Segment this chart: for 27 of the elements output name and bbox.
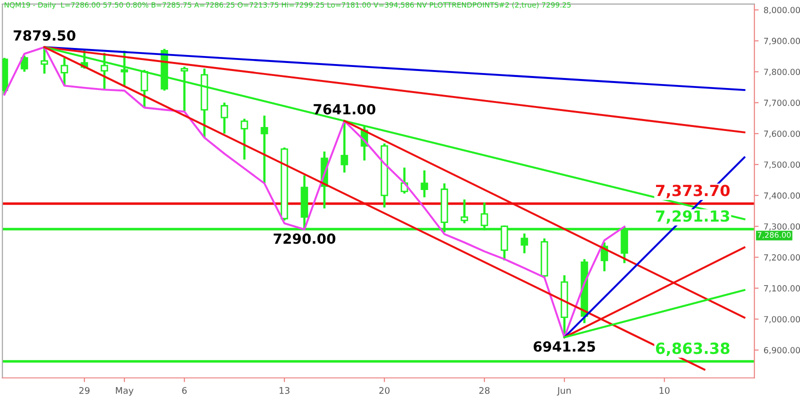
annotation: 6941.25 — [534, 341, 596, 352]
ref-line-label: 6,863.38 — [656, 342, 730, 356]
y-tick-label: 7,400.00 — [764, 192, 800, 200]
y-tick-label: 6,900.00 — [764, 347, 800, 354]
y-tick-label: 7,900.00 — [764, 38, 800, 45]
x-tick-label: 29 — [79, 387, 90, 394]
ref-line-label: 7,373.70 — [656, 184, 730, 198]
annotation: 7290.00 — [274, 233, 336, 244]
x-tick-label: 20 — [379, 387, 390, 394]
y-tick-label: 7,300.00 — [764, 223, 800, 230]
y-tick-label: 7,500.00 — [764, 161, 800, 169]
x-tick-label: 13 — [280, 387, 290, 394]
y-tick-label: 8,000.00 — [764, 6, 800, 14]
x-tick-label: 6 — [182, 387, 187, 394]
ref-line-label: 7,291.13 — [656, 210, 730, 224]
y-tick-label: 7,700.00 — [764, 100, 800, 107]
annotation: 7879.50 — [14, 30, 76, 41]
y-tick-label: 7,800.00 — [764, 68, 800, 76]
x-tick-label: May — [116, 387, 134, 396]
x-tick-label: 28 — [479, 387, 490, 394]
y-tick-label: 7,600.00 — [764, 130, 800, 138]
x-tick-label: Jun — [556, 387, 571, 396]
x-tick-label: 10 — [660, 387, 670, 394]
y-tick-label: 7,000.00 — [764, 316, 800, 324]
annotation: 7641.00 — [314, 104, 376, 115]
y-tick-label: 7,100.00 — [764, 285, 800, 292]
y-tick-label: 7,200.00 — [764, 254, 800, 262]
